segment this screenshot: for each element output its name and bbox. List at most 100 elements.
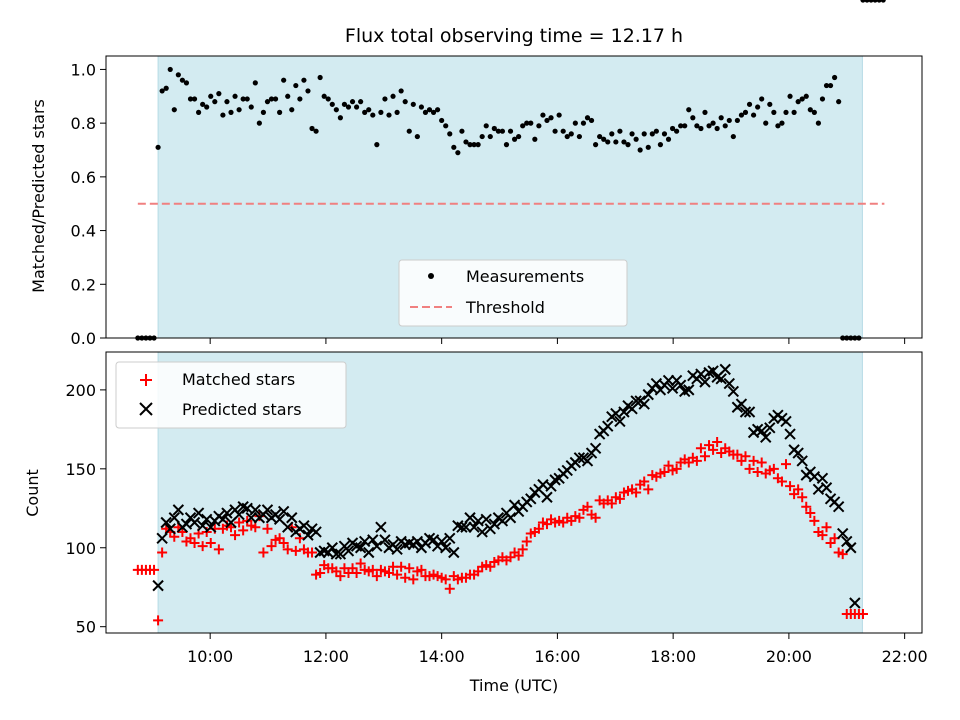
measurement-point (572, 120, 578, 126)
matched-star-point (756, 457, 767, 468)
measurement-point (532, 136, 538, 142)
matched-star-point (400, 572, 411, 583)
predicted-star-point (440, 542, 452, 554)
matched-star-point (517, 544, 528, 555)
matched-star-point (691, 455, 702, 466)
predicted-star-point (172, 504, 185, 516)
matched-star-point (238, 525, 249, 536)
measurement-point (755, 104, 761, 110)
measurement-point (649, 131, 655, 137)
measurement-point (155, 144, 161, 150)
predicted-star-point (375, 521, 387, 533)
measurement-point (714, 125, 720, 132)
measurement-point (159, 88, 165, 94)
predicted-star-point (796, 455, 808, 467)
measurement-point (682, 123, 688, 129)
measurement-point (665, 136, 672, 142)
predicted-star-point (444, 532, 456, 544)
matched-star-point (732, 449, 743, 460)
measurement-point (759, 96, 765, 102)
matched-star-point (671, 463, 682, 474)
measurement-point (860, 0, 866, 3)
measurement-point (382, 96, 388, 102)
predicted-star-point (476, 526, 488, 538)
measurement-point (552, 128, 558, 134)
measurement-point (406, 128, 412, 134)
measurement-point (439, 117, 445, 124)
measurement-point (256, 120, 262, 126)
measurement-point (779, 120, 785, 126)
predicted-star-point (249, 504, 262, 516)
measurement-point (212, 99, 218, 105)
matched-star-point (278, 538, 289, 549)
measurement-point (718, 115, 724, 121)
top-y-axis-label: Matched/Predicted stars (29, 99, 48, 293)
top-y-ticks: 0.0 0.2 0.4 0.6 0.8 1.0 (71, 60, 106, 348)
matched-star-point (781, 459, 791, 470)
predicted-star-point (391, 543, 403, 556)
predicted-star-point (820, 482, 833, 494)
measurement-point (516, 133, 522, 140)
matched-star-point (744, 463, 755, 474)
predicted-star-point (277, 505, 290, 518)
measurement-point (819, 96, 826, 102)
measurement-point (443, 123, 449, 129)
predicted-star-point (245, 512, 257, 524)
measurement-point (795, 99, 801, 105)
matched-star-point (776, 476, 787, 487)
matched-star-point (614, 493, 625, 504)
predicted-star-point (298, 519, 310, 532)
measurement-point (775, 123, 781, 129)
measurement-point (410, 101, 416, 107)
measurement-point (475, 142, 481, 148)
predicted-star-point (541, 491, 553, 503)
measurement-point (487, 133, 493, 140)
matched-star-point (639, 476, 650, 487)
measurement-point (836, 99, 842, 105)
predicted-star-point (480, 513, 492, 526)
matched-star-point (392, 569, 403, 580)
measurement-point (272, 96, 279, 102)
measurement-point (337, 115, 343, 121)
predicted-star-point (715, 373, 727, 385)
predicted-star-point (342, 545, 355, 557)
measurement-point (495, 128, 501, 134)
bottom-panel: 50 100 150 200 10:00 12:00 14:00 16:00 18:00 20:… (23, 352, 928, 695)
measurement-point (601, 136, 607, 142)
matched-star-point (262, 523, 273, 534)
measurement-point (313, 128, 319, 134)
x-axis-label: Time (UTC) (469, 676, 558, 695)
measurement-point (187, 96, 194, 102)
predicted-star-point (849, 597, 861, 609)
predicted-star-point (504, 512, 517, 524)
x-tick-label: 18:00 (650, 647, 696, 666)
matched-star-point (351, 568, 362, 579)
measurement-point (232, 93, 238, 99)
bottom-legend-box (115, 361, 347, 429)
measurement-point (633, 136, 639, 142)
predicted-star-point (363, 546, 375, 559)
measurement-point (548, 115, 554, 121)
matched-star-point (837, 549, 848, 560)
measurement-point (694, 123, 700, 129)
measurement-point (742, 109, 749, 115)
legend-predicted-label: Predicted stars (182, 400, 302, 419)
measurement-point (783, 109, 789, 115)
measurement-point (674, 128, 680, 134)
predicted-star-point (371, 540, 383, 552)
measurement-point (317, 74, 323, 81)
predicted-star-point (282, 521, 294, 533)
measurement-points (135, 0, 886, 341)
measurement-point (763, 120, 769, 126)
predicted-star-point (435, 535, 448, 548)
matched-star-point (335, 571, 346, 582)
measurement-point (394, 109, 400, 115)
predicted-star-point (816, 472, 829, 484)
measurement-point (191, 96, 198, 102)
measurement-point (746, 101, 753, 107)
matched-star-point (396, 561, 407, 572)
top-x-ticks (209, 338, 906, 344)
top-y-tick-label: 0.2 (71, 275, 96, 294)
top-axes-frame (105, 55, 923, 339)
bottom-axes-frame (105, 351, 923, 634)
